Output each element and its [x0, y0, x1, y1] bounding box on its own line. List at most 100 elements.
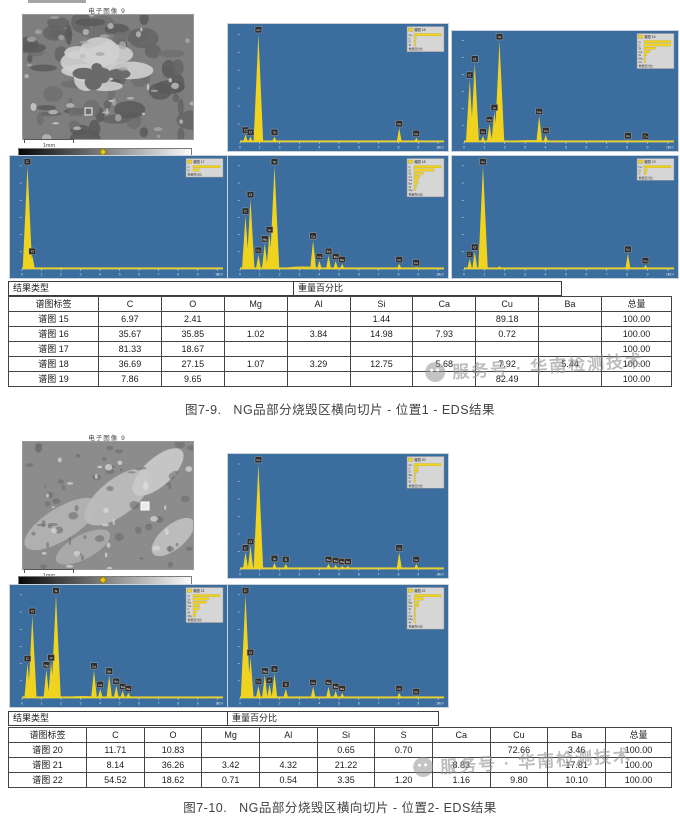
- spectrum-peaks: [24, 595, 131, 698]
- table-cell: [538, 341, 602, 357]
- column-header: C: [98, 296, 162, 312]
- svg-text:Ba: Ba: [334, 559, 338, 563]
- svg-text:4: 4: [545, 273, 547, 277]
- table-cell: 0.54: [258, 772, 318, 788]
- svg-text:Cu: Cu: [643, 259, 647, 263]
- svg-text:10: 10: [436, 573, 440, 577]
- svg-text:0: 0: [463, 146, 465, 150]
- table-cell: 10.83: [143, 742, 203, 758]
- peak-element-label: Cu: [479, 128, 487, 136]
- svg-text:9: 9: [197, 273, 199, 277]
- sem-image-2: [22, 441, 194, 570]
- peak-element-label: Ca: [315, 253, 323, 260]
- table-cell: 0.71: [201, 772, 260, 788]
- svg-text:Ca: Ca: [409, 614, 413, 618]
- svg-text:9: 9: [417, 146, 419, 150]
- peak-element-label: O: [246, 128, 255, 136]
- svg-text:Mg: Mg: [409, 617, 413, 621]
- svg-text:Al: Al: [493, 106, 496, 110]
- svg-text:6: 6: [358, 573, 360, 577]
- eds-spectrum-chart-18: 0 1 2 3 4 5 6 7 8 9 10 keV C O Cu Mg Al Si Ca Ca Ba Ba Ba Cu Cu 谱…: [228, 156, 448, 278]
- column-header: Mg: [223, 296, 288, 312]
- svg-text:Si: Si: [639, 47, 642, 51]
- table-row: 谱图 17 81.33 18.67 100.00: [8, 341, 672, 357]
- table-cell: 7.86: [98, 371, 162, 387]
- svg-text:10: 10: [436, 273, 440, 277]
- peak-element-label: Ca: [309, 678, 317, 686]
- svg-text:5: 5: [565, 146, 567, 150]
- svg-text:6: 6: [138, 702, 140, 706]
- peak-element-label: Ba: [112, 677, 120, 685]
- svg-text:10: 10: [436, 702, 440, 706]
- svg-text:Ba: Ba: [107, 669, 111, 673]
- table-row: 谱图 18 36.69 27.15 1.07 3.29 12.75 5.68 7.92 5.44…: [8, 356, 672, 372]
- svg-text:C: C: [409, 165, 411, 169]
- svg-text:3: 3: [298, 702, 300, 706]
- table-cell: [286, 341, 351, 357]
- svg-text:3: 3: [80, 702, 82, 706]
- svg-text:Ba: Ba: [334, 685, 338, 689]
- svg-text:1: 1: [41, 273, 43, 277]
- column-header: O: [143, 727, 203, 743]
- table-cell: 8.83: [431, 757, 491, 773]
- svg-text:Ca: Ca: [98, 683, 102, 687]
- table-cell: 35.67: [98, 326, 162, 342]
- svg-text:Cu: Cu: [256, 680, 260, 684]
- svg-text:Si: Si: [273, 667, 276, 671]
- peak-element-label: Ba: [332, 683, 340, 690]
- svg-text:谱图 16: 谱图 16: [644, 34, 656, 39]
- table-cell: [538, 371, 602, 387]
- svg-text:Ba: Ba: [327, 558, 331, 562]
- svg-text:1: 1: [41, 702, 43, 706]
- table-cell: 14.98: [349, 326, 414, 342]
- svg-text:Cu: Cu: [481, 160, 485, 164]
- table-cell: 0.65: [316, 742, 376, 758]
- table-cell: 100.00: [601, 371, 672, 387]
- sem-image-1: [22, 14, 194, 140]
- table-cell: 100.00: [605, 772, 672, 788]
- peak-element-label: O: [471, 243, 479, 251]
- svg-text:Ba: Ba: [409, 473, 413, 477]
- svg-text:keV: keV: [217, 273, 224, 277]
- svg-text:O: O: [409, 597, 412, 601]
- table-header-row: 谱图标签 C O Mg Al Si S Ca Cu Ba 总量: [8, 727, 672, 743]
- svg-text:O: O: [249, 192, 252, 197]
- svg-text:C: C: [244, 209, 247, 214]
- svg-text:重量百分比: 重量百分比: [188, 172, 203, 177]
- column-header: Si: [316, 727, 376, 743]
- table-row: 谱图 21 8.14 36.26 3.42 4.32 21.22 8.83 17.81 100.…: [8, 757, 672, 773]
- peak-element-label: O: [246, 649, 255, 656]
- svg-text:Al: Al: [268, 679, 271, 683]
- svg-text:O: O: [31, 249, 34, 254]
- svg-text:2: 2: [279, 146, 281, 150]
- table-cell: 3.29: [286, 356, 351, 372]
- table-cell: 100.00: [605, 757, 672, 773]
- svg-text:7: 7: [378, 702, 380, 706]
- svg-text:8: 8: [397, 573, 399, 577]
- svg-text:5: 5: [119, 273, 121, 277]
- svg-text:Ca: Ca: [311, 681, 315, 685]
- column-header: Cu: [489, 727, 549, 743]
- column-header: Al: [258, 727, 318, 743]
- scale-bar-1: 1mm: [24, 139, 74, 149]
- table-cell: 5.68: [412, 356, 477, 372]
- peak-element-label: S: [282, 556, 290, 563]
- result-type-header-2: 结果类型 重量百分比: [8, 711, 439, 726]
- svg-text:Ba: Ba: [121, 685, 125, 689]
- eds-spectrum-chart-16: 0 1 2 3 4 5 6 7 8 9 10 keV C O Cu Mg Al Si Ca Ca Cu Cu 谱图 16 O C…: [452, 31, 678, 151]
- svg-text:4: 4: [318, 273, 320, 277]
- svg-text:S: S: [409, 476, 411, 480]
- svg-text:8: 8: [397, 273, 399, 277]
- svg-text:Cu: Cu: [397, 258, 401, 262]
- svg-text:keV: keV: [438, 702, 445, 706]
- svg-text:O: O: [639, 168, 642, 172]
- table-cell: [412, 371, 477, 387]
- svg-text:Cu: Cu: [414, 261, 418, 265]
- table-cell: [349, 341, 414, 357]
- table-cell: 9.65: [160, 371, 225, 387]
- svg-text:Al: Al: [639, 53, 642, 57]
